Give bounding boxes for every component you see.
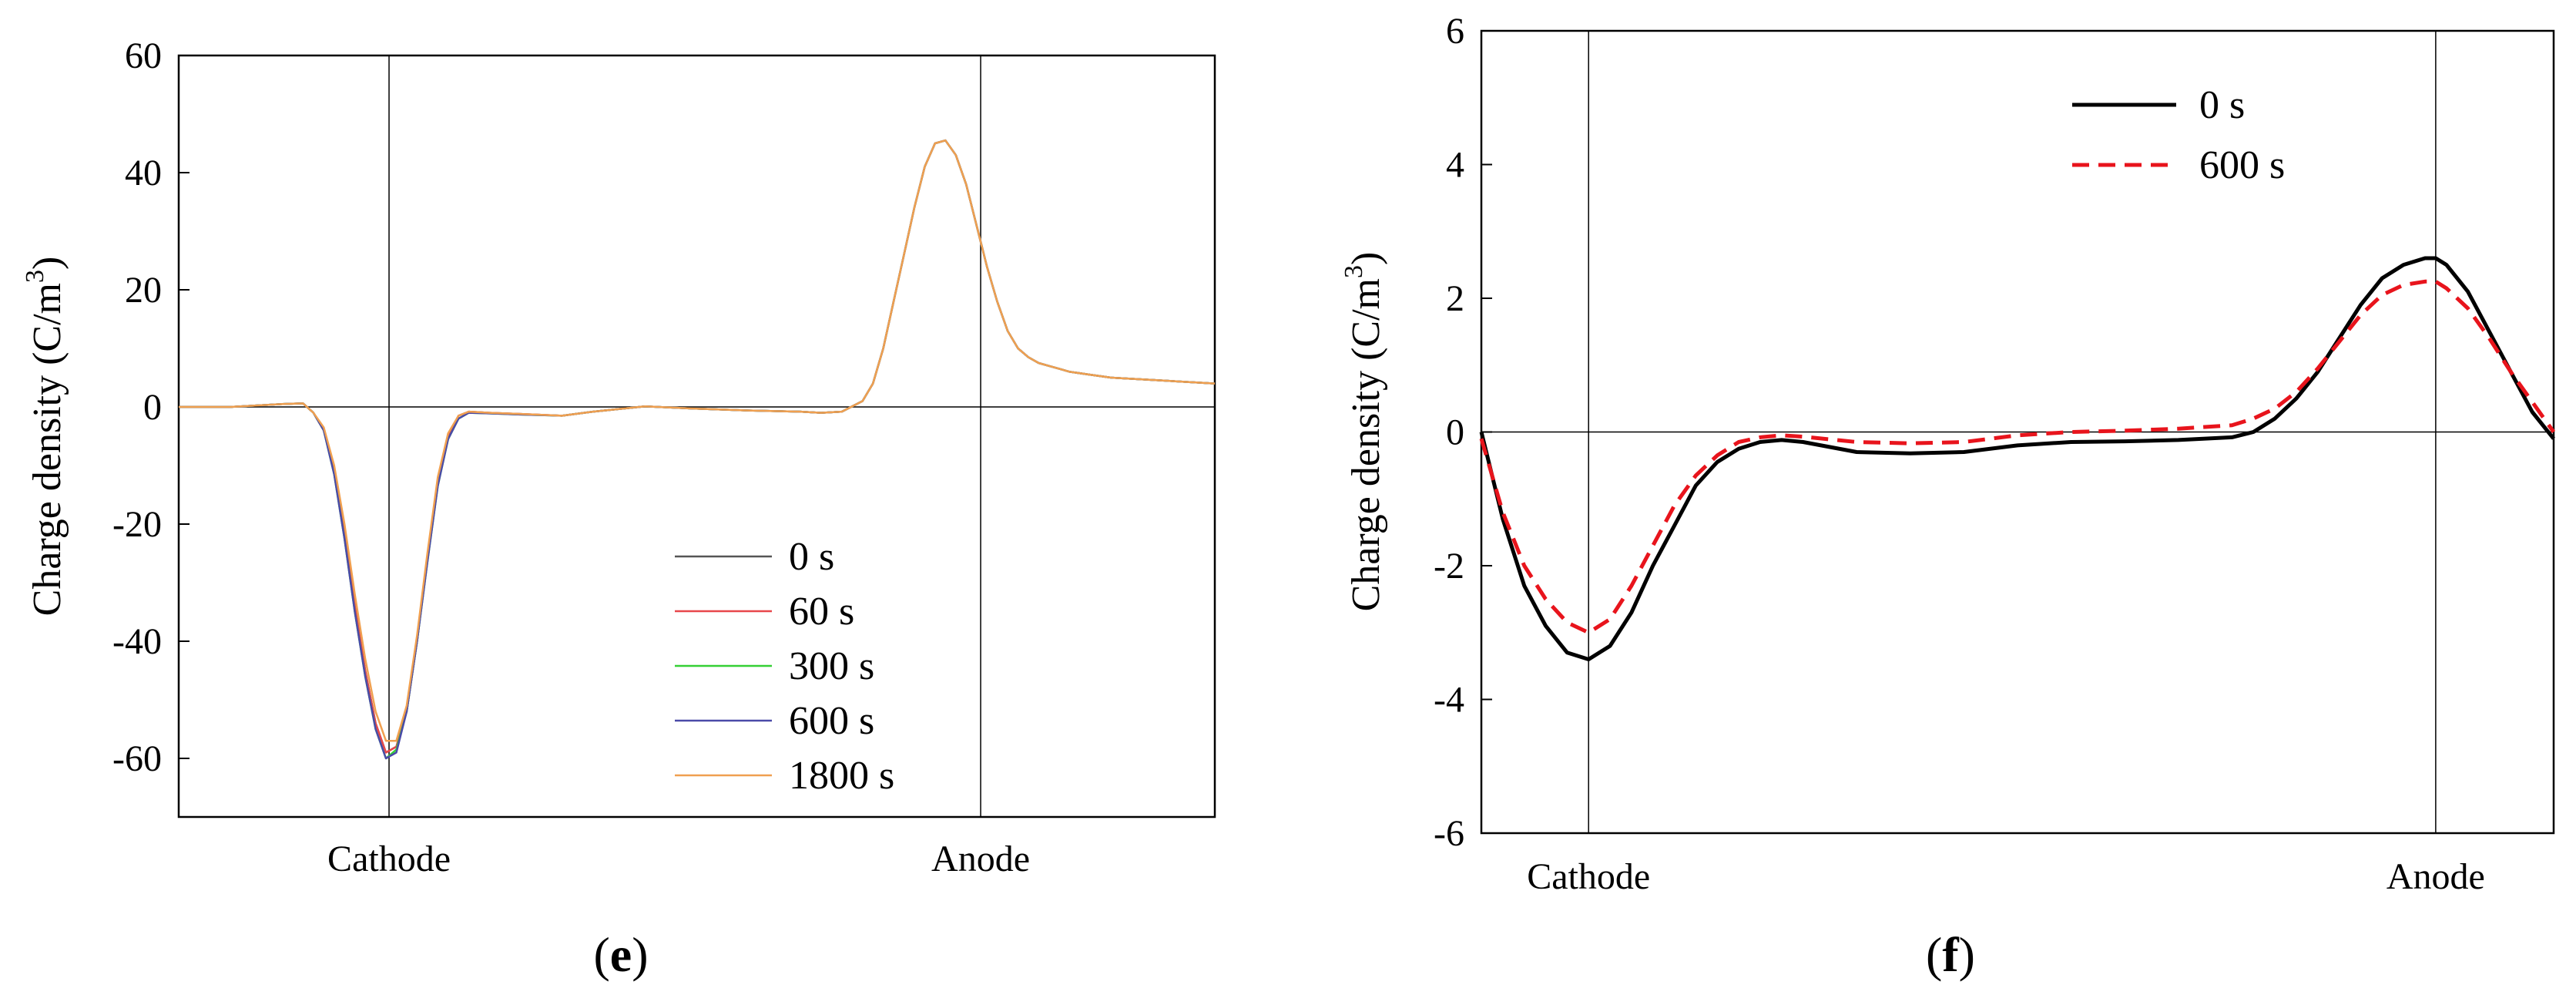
gridlines-e xyxy=(179,55,1215,817)
series-line-0s xyxy=(179,139,1216,754)
x-tick-label: Cathode xyxy=(1527,856,1650,897)
y-tick-label: 6 xyxy=(1446,11,1464,52)
legend-label: 0 s xyxy=(789,535,834,579)
x-ticks-f: Cathode Anode xyxy=(1527,856,2485,897)
y-axis-label-f: Charge density (C/m3) xyxy=(1340,252,1388,612)
y-tick-label: -40 xyxy=(112,621,162,662)
x-ticks-e: Cathode Anode xyxy=(327,839,1030,879)
panel-caption-e: (e) xyxy=(593,927,648,982)
series-line-60s xyxy=(179,139,1216,754)
series-line-600s xyxy=(1479,279,2556,635)
y-tick-label: 40 xyxy=(125,153,162,193)
legend-label: 600 s xyxy=(2199,143,2285,187)
y-tick-label: 0 xyxy=(143,387,162,428)
x-tick-label: Cathode xyxy=(327,839,451,879)
legend-label: 0 s xyxy=(2199,83,2245,127)
legend-label: 600 s xyxy=(789,699,874,743)
y-tick-label: 0 xyxy=(1446,412,1464,453)
x-tick-label: Anode xyxy=(2386,856,2485,897)
y-tick-label: 60 xyxy=(125,35,162,76)
y-tick-label: 4 xyxy=(1446,145,1464,186)
y-ticks-f: 6 4 2 0 -2 -4 -6 xyxy=(1434,11,1492,854)
y-tick-label: -60 xyxy=(112,738,162,779)
x-tick-label: Anode xyxy=(931,839,1030,879)
gridlines-f xyxy=(1481,31,2554,833)
y-tick-label: -6 xyxy=(1434,813,1464,854)
series-lines-e xyxy=(179,139,1216,760)
y-axis-label-e: Charge density (C/m3) xyxy=(21,257,69,617)
legend-label: 1800 s xyxy=(789,754,894,798)
series-lines-f xyxy=(1479,256,2556,661)
y-tick-label: -4 xyxy=(1434,680,1464,721)
legend-f: 0 s 600 s xyxy=(2072,83,2285,187)
series-line-0s xyxy=(1479,256,2555,661)
series-line-1800s xyxy=(179,139,1216,742)
panel-caption-f: (f) xyxy=(1926,927,1975,982)
legend-label: 60 s xyxy=(789,590,854,634)
plot-frame-e xyxy=(177,54,1216,819)
legend-label: 300 s xyxy=(789,644,874,688)
y-ticks-e: 60 40 20 0 -20 -40 -60 xyxy=(112,35,190,779)
y-tick-label: -2 xyxy=(1434,546,1464,587)
y-tick-label: -20 xyxy=(112,504,162,545)
legend-e: 0 s 60 s 300 s 600 s 1800 s xyxy=(675,535,894,798)
y-tick-label: 20 xyxy=(125,270,162,311)
panel-f: 6 4 2 0 -2 -4 -6 Cathode Anode 0 s 600 s Charge … xyxy=(1340,11,2556,982)
panel-e: 60 40 20 0 -20 -40 -60 Cathode Anode 0 s 60 s 300… xyxy=(21,35,1216,982)
y-tick-label: 2 xyxy=(1446,278,1464,319)
